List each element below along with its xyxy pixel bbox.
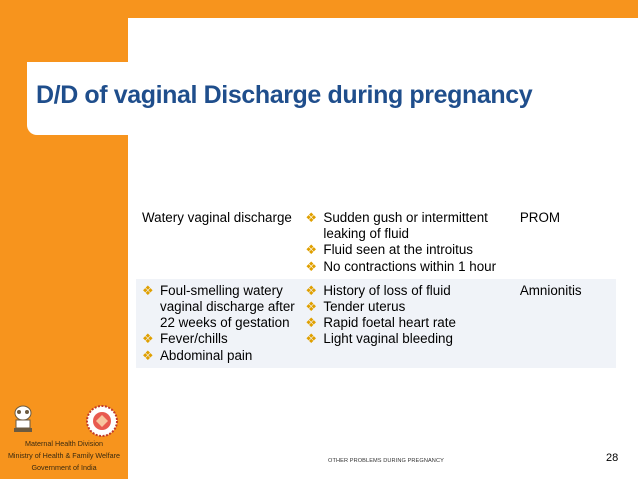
diagnosis-cell: PROM xyxy=(513,206,616,279)
slide-title: D/D of vaginal Discharge during pregnanc… xyxy=(36,81,533,109)
national-emblem-icon xyxy=(14,405,32,432)
findings-list: ❖ Sudden gush or intermittent leaking of … xyxy=(305,210,509,275)
title-box xyxy=(27,62,638,135)
symptom-list: ❖ Foul-smelling watery vaginal discharge … xyxy=(142,283,295,364)
findings-list: ❖ History of loss of fluid ❖ Tender uterus… xyxy=(305,283,509,348)
symptom-cell: Watery vaginal discharge xyxy=(136,206,300,279)
list-item: ❖ Fever/chills xyxy=(142,331,228,347)
symptom-text: Watery vaginal discharge xyxy=(142,210,292,225)
table-row: ❖ Foul-smelling watery vaginal discharge … xyxy=(136,278,616,368)
list-item: ❖ Foul-smelling watery vaginal discharge … xyxy=(142,282,295,331)
diamond-bullet-icon: ❖ xyxy=(142,282,154,298)
list-item: ❖ Sudden gush or intermittent leaking of … xyxy=(305,210,488,242)
page-number: 28 xyxy=(606,452,619,464)
list-item: ❖ Fluid seen at the introitus xyxy=(305,242,474,258)
diagnosis-cell: Amnionitis xyxy=(513,278,616,368)
findings-cell: ❖ Sudden gush or intermittent leaking of … xyxy=(299,206,514,279)
diamond-bullet-icon: ❖ xyxy=(305,258,318,274)
diamond-bullet-icon: ❖ xyxy=(142,347,154,363)
diamond-bullet-icon: ❖ xyxy=(305,331,318,347)
diagnosis-text: Amnionitis xyxy=(519,282,582,298)
org-credit: Maternal Health Division Ministry of Hea… xyxy=(7,439,121,472)
top-orange-band xyxy=(0,0,638,18)
diamond-bullet-icon: ❖ xyxy=(142,331,154,347)
health-mission-seal-icon xyxy=(86,405,118,437)
table-row: Watery vaginal discharge ❖ Sudden gush or… xyxy=(136,206,616,279)
list-item: ❖ Rapid foetal heart rate xyxy=(305,315,456,331)
diamond-bullet-icon: ❖ xyxy=(305,282,318,298)
list-item: ❖ History of loss of fluid xyxy=(305,282,451,298)
symptom-cell: ❖ Foul-smelling watery vaginal discharge … xyxy=(136,278,300,368)
list-item: ❖ Tender uterus xyxy=(305,299,406,315)
list-item: ❖ Light vaginal bleeding xyxy=(305,331,453,347)
diamond-bullet-icon: ❖ xyxy=(305,315,318,331)
section-footer: OTHER PROBLEMS DURING PREGNANCY xyxy=(328,458,444,464)
diamond-bullet-icon: ❖ xyxy=(305,299,318,315)
diamond-bullet-icon: ❖ xyxy=(305,242,318,258)
diagnosis-text: PROM xyxy=(519,210,561,225)
list-item: ❖ Abdominal pain xyxy=(142,347,253,363)
findings-cell: ❖ History of loss of fluid ❖ Tender uterus… xyxy=(299,278,514,368)
differential-diagnosis-table: Watery vaginal discharge ❖ Sudden gush or… xyxy=(136,206,616,368)
diamond-bullet-icon: ❖ xyxy=(305,210,318,225)
list-item: ❖ No contractions within 1 hour xyxy=(305,258,497,274)
